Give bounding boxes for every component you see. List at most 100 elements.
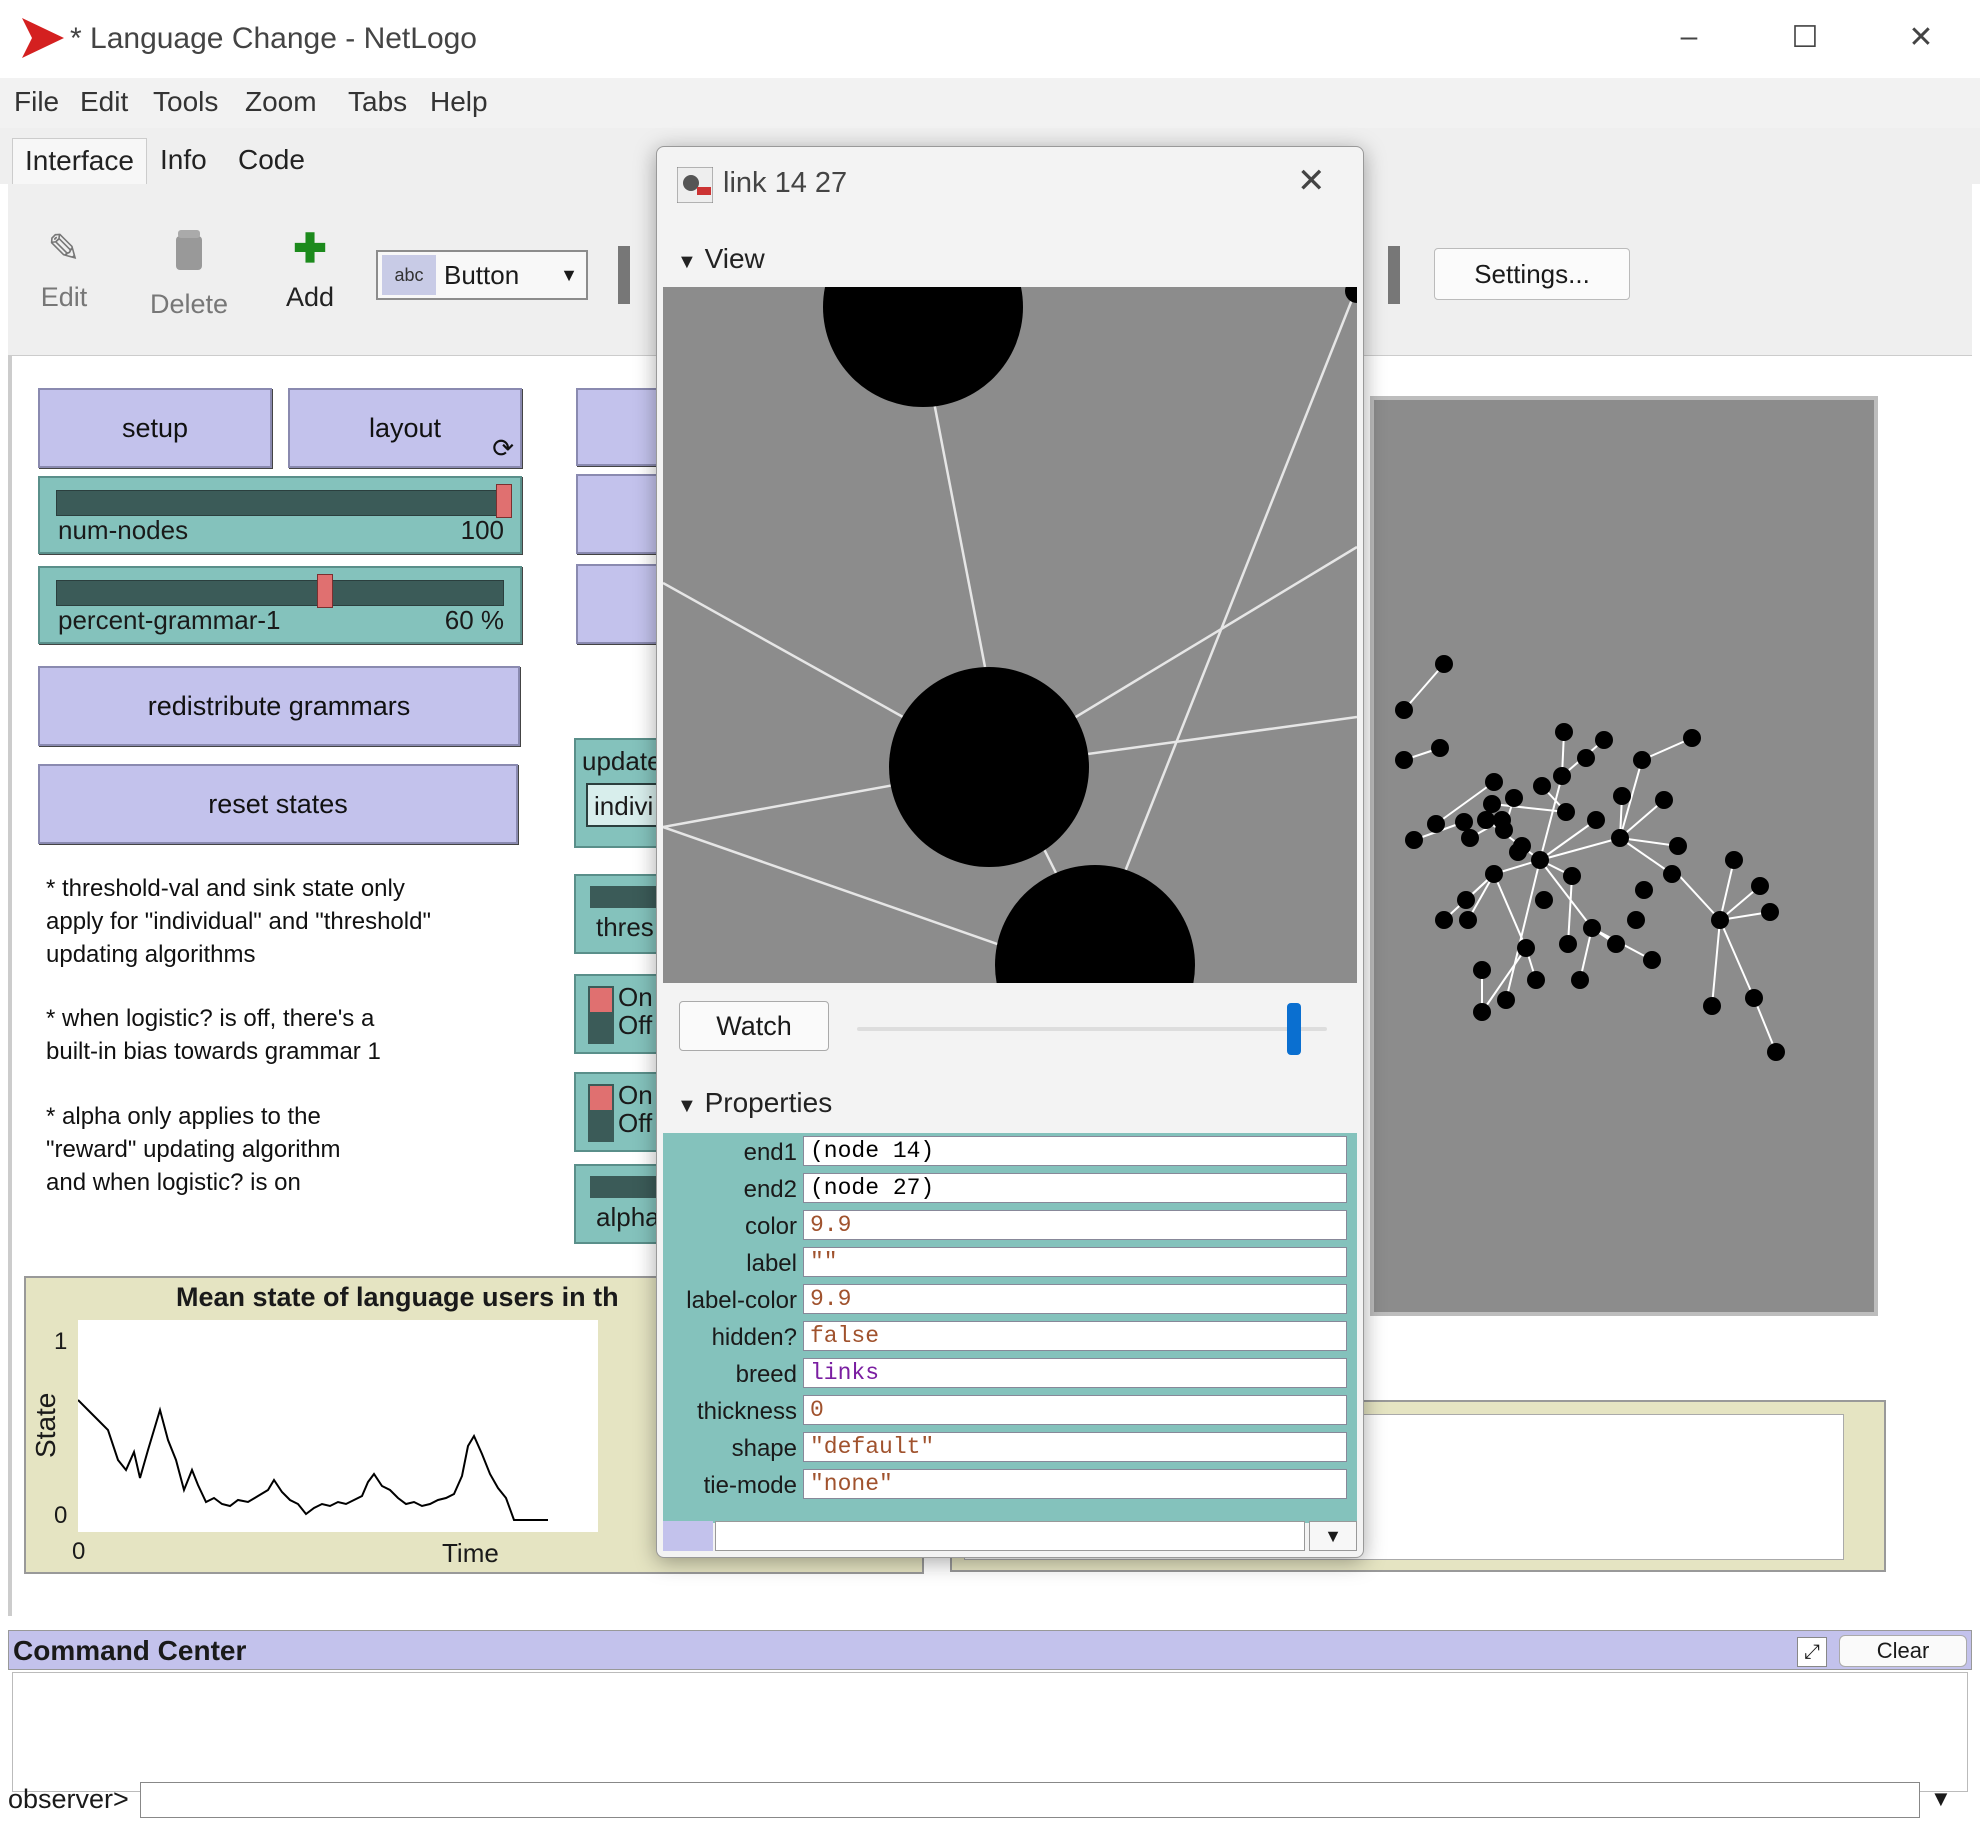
command-center-title: Command Center — [13, 1635, 247, 1666]
maximize-icon[interactable]: ☐ — [1791, 20, 1819, 54]
menu-tools[interactable]: Tools — [153, 86, 219, 117]
hidden-button[interactable] — [576, 564, 666, 644]
inspector-title: link 14 27 — [723, 167, 848, 199]
plot-ytick: 0 — [54, 1502, 68, 1529]
property-value-field[interactable]: 0 — [803, 1395, 1347, 1425]
setup-button[interactable]: setup — [38, 388, 272, 468]
menu-help[interactable]: Help — [430, 86, 488, 117]
menu-file[interactable]: File — [14, 86, 60, 117]
menu-bar: File Edit Tools Zoom Tabs Help — [0, 78, 1980, 128]
num-nodes-slider[interactable]: num-nodes 100 — [38, 476, 522, 554]
property-row: tie-mode "none" — [663, 1466, 1357, 1503]
note-line: "reward" updating algorithm — [46, 1136, 341, 1163]
property-value-field[interactable]: "default" — [803, 1432, 1347, 1462]
zoom-slider-track[interactable] — [857, 1027, 1327, 1031]
property-value-field[interactable]: "" — [803, 1247, 1347, 1277]
tab-interface[interactable]: Interface — [12, 138, 147, 184]
property-row: label-color 9.9 — [663, 1281, 1357, 1318]
property-value-field[interactable]: (node 27) — [803, 1173, 1347, 1203]
note-text-1: * threshold-val and sink state only appl… — [46, 872, 431, 971]
command-input[interactable] — [140, 1782, 1920, 1818]
history-dropdown-icon[interactable]: ▼ — [1930, 1786, 1952, 1811]
title-bar: * Language Change - NetLogo – ☐ ✕ — [0, 0, 1980, 78]
switch-2[interactable]: On Off — [574, 1072, 664, 1152]
switch-off-label: Off — [618, 1108, 653, 1138]
edit-tool-button[interactable]: ✎ Edit — [36, 226, 92, 313]
note-line: * alpha only applies to the — [46, 1103, 321, 1130]
observer-prompt[interactable]: observer> — [8, 1784, 129, 1814]
inspector-view[interactable] — [662, 207, 1369, 1065]
threshold-slider[interactable]: thres — [574, 874, 664, 954]
chooser-value: indivi — [586, 783, 662, 827]
inspector-icon — [677, 167, 713, 203]
widget-type-dropdown[interactable]: abc Button ▼ — [376, 250, 588, 300]
plot-xtick: 0 — [72, 1538, 86, 1565]
chevron-down-icon[interactable]: ▼ — [1309, 1521, 1357, 1551]
view-section-toggle[interactable]: ▼ View — [677, 243, 765, 275]
command-center-header: Command Center ⤢ Clear — [8, 1630, 1972, 1670]
agent-inspector-window: link 14 27 ✕ ▼ View — [656, 146, 1369, 1558]
inspector-view-canvas — [662, 207, 1369, 1065]
menu-tabs[interactable]: Tabs — [348, 86, 408, 117]
redistribute-grammars-button[interactable]: redistribute grammars — [38, 666, 520, 746]
switch-thumb — [590, 1086, 612, 1110]
property-row: end1 (node 14) — [663, 1133, 1357, 1170]
close-icon[interactable]: ✕ — [1297, 162, 1326, 200]
settings-button[interactable]: Settings... — [1434, 248, 1630, 300]
slider-track[interactable] — [56, 490, 504, 516]
note-text-2: * when logistic? is off, there's a built… — [46, 1002, 381, 1068]
property-value-field[interactable]: "none" — [803, 1469, 1347, 1499]
property-row: label "" — [663, 1244, 1357, 1281]
property-value-field[interactable]: (node 14) — [803, 1136, 1347, 1166]
slider-thumb[interactable] — [316, 574, 333, 608]
property-row: color 9.9 — [663, 1207, 1357, 1244]
netlogo-logo-icon — [22, 18, 64, 58]
menu-zoom[interactable]: Zoom — [245, 86, 317, 117]
watch-button[interactable]: Watch — [679, 1001, 829, 1051]
reset-states-button[interactable]: reset states — [38, 764, 518, 844]
property-value-field[interactable]: links — [803, 1358, 1347, 1388]
alpha-slider[interactable]: alpha — [574, 1164, 664, 1244]
agent-command-label — [663, 1521, 713, 1551]
slider-name: alpha — [596, 1202, 660, 1232]
edit-label: Edit — [40, 282, 88, 312]
delete-label: Delete — [149, 289, 229, 319]
zoom-slider-thumb[interactable] — [1287, 1003, 1301, 1055]
update-algorithm-chooser[interactable]: update indivi — [574, 738, 664, 848]
agent-command-input[interactable] — [715, 1521, 1305, 1551]
properties-section-toggle[interactable]: ▼ Properties — [677, 1087, 832, 1119]
layout-button[interactable]: layout ⟳ — [288, 388, 522, 468]
close-icon[interactable]: ✕ — [1908, 20, 1934, 54]
properties-table: end1 (node 14) end2 (node 27) color 9.9 lab… — [663, 1133, 1357, 1523]
property-key: breed — [735, 1361, 797, 1388]
switch-1[interactable]: On Off — [574, 974, 664, 1054]
expand-icon[interactable]: ⤢ — [1797, 1637, 1827, 1667]
hidden-button[interactable] — [576, 388, 666, 466]
window-title: * Language Change - NetLogo — [70, 22, 477, 55]
plot-line — [77, 1399, 548, 1521]
property-value-field[interactable]: 9.9 — [803, 1210, 1347, 1240]
property-row: end2 (node 27) — [663, 1170, 1357, 1207]
note-line: * when logistic? is off, there's a — [46, 1005, 375, 1032]
hidden-button[interactable] — [576, 474, 666, 554]
menu-edit[interactable]: Edit — [80, 86, 129, 117]
delete-tool-button[interactable]: Delete — [146, 226, 232, 320]
tab-info[interactable]: Info — [160, 144, 207, 175]
property-row: shape "default" — [663, 1429, 1357, 1466]
property-key: color — [744, 1213, 797, 1240]
property-value-field[interactable]: 9.9 — [803, 1284, 1347, 1314]
tab-code[interactable]: Code — [238, 144, 305, 175]
slider-track[interactable] — [56, 580, 504, 606]
clear-button[interactable]: Clear — [1839, 1635, 1967, 1667]
note-line: updating algorithms — [46, 941, 256, 968]
property-key: label — [746, 1250, 797, 1277]
percent-grammar-slider[interactable]: percent-grammar-1 60 % — [38, 566, 522, 644]
network-graph — [1395, 655, 1785, 1061]
slider-thumb[interactable] — [496, 484, 512, 518]
chooser-label: update — [582, 746, 662, 776]
world-view[interactable] — [1370, 396, 1878, 1316]
slider-name: thres — [596, 912, 654, 942]
add-tool-button[interactable]: ✚ Add — [280, 226, 340, 313]
minimize-icon[interactable]: – — [1680, 20, 1698, 53]
property-value-field[interactable]: false — [803, 1321, 1347, 1351]
